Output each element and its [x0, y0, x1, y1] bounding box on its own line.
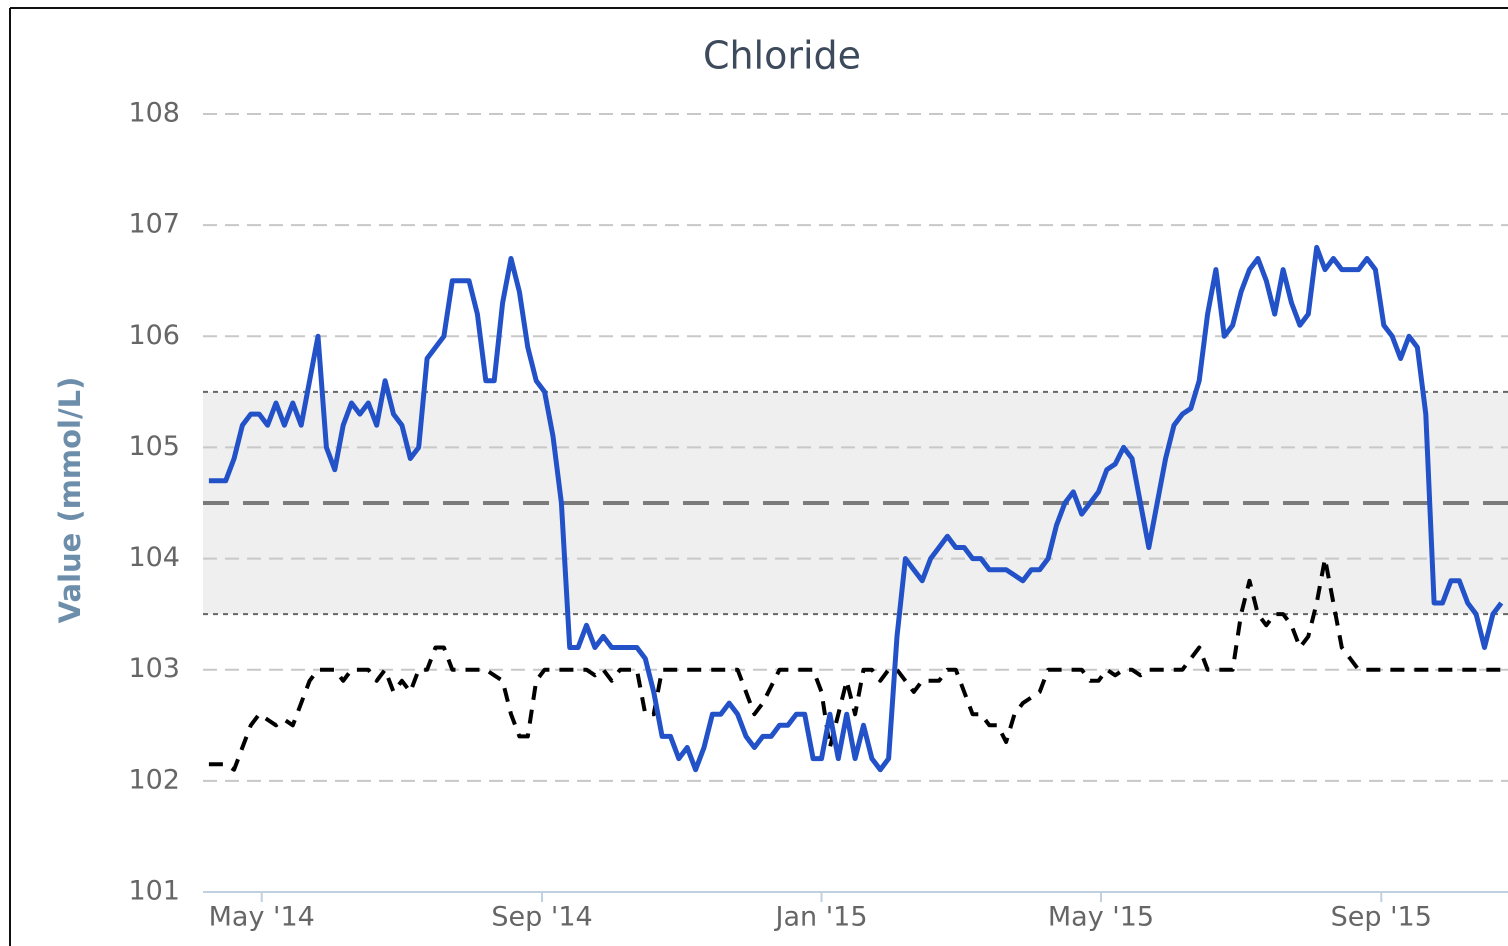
x-tick-label: May '15	[1048, 902, 1154, 933]
x-tick-label: May '14	[209, 902, 315, 933]
y-axis-label: Value (mmol/L)	[53, 377, 87, 624]
x-tick-label: Jan '15	[774, 902, 868, 933]
x-tick-label: Sep '15	[1331, 902, 1432, 933]
y-tick-label: 106	[128, 320, 180, 351]
y-tick-label: 102	[128, 764, 180, 795]
chart-title: Chloride	[703, 34, 861, 78]
series-line	[208, 244, 1504, 773]
y-tick-label: 108	[128, 98, 180, 129]
series-line	[208, 556, 1502, 772]
y-tick-label: 101	[128, 876, 180, 907]
x-tick-label: Sep '14	[491, 902, 592, 933]
y-tick-label: 104	[128, 542, 180, 573]
y-tick-label: 105	[128, 431, 180, 462]
y-tick-label: 107	[128, 209, 180, 240]
y-tick-label: 103	[128, 653, 180, 684]
